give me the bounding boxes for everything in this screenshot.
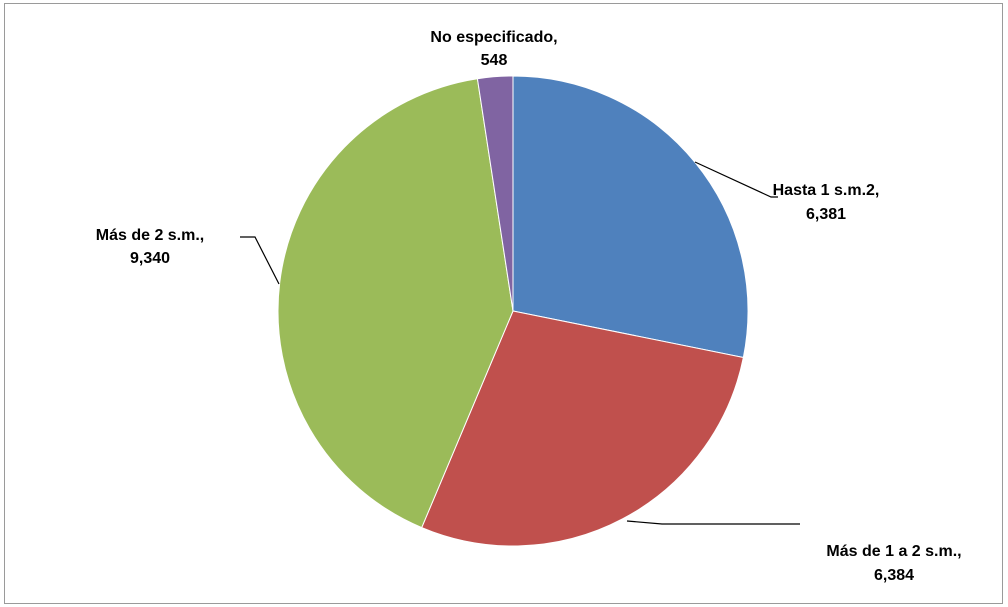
pie-slice-2 xyxy=(421,310,744,547)
leader-lines xyxy=(240,161,800,525)
slice-label-name-1: Hasta 1 s.m.2, xyxy=(773,182,880,199)
pie-slices xyxy=(277,75,749,547)
slice-label-value-3: 9,340 xyxy=(130,250,170,267)
slice-label-name-4: No especificado, xyxy=(430,29,557,46)
pie-slice-1 xyxy=(512,75,749,359)
slice-label-name-2: Más de 1 a 2 s.m., xyxy=(826,543,961,560)
slice-labels: Hasta 1 s.m.2, 6,381 Más de 1 a 2 s.m., 6,3… xyxy=(96,29,962,584)
slice-label-value-4: 548 xyxy=(481,52,508,69)
leader-line-3 xyxy=(240,236,280,285)
slice-label-value-1: 6,381 xyxy=(806,206,846,223)
leader-line-1 xyxy=(694,161,778,198)
pie-slice-3 xyxy=(277,78,514,529)
leader-line-2 xyxy=(626,520,800,525)
slice-label-value-2: 6,384 xyxy=(874,567,914,584)
pie-slice-4 xyxy=(476,75,514,312)
slice-label-name-3: Más de 2 s.m., xyxy=(96,227,205,244)
